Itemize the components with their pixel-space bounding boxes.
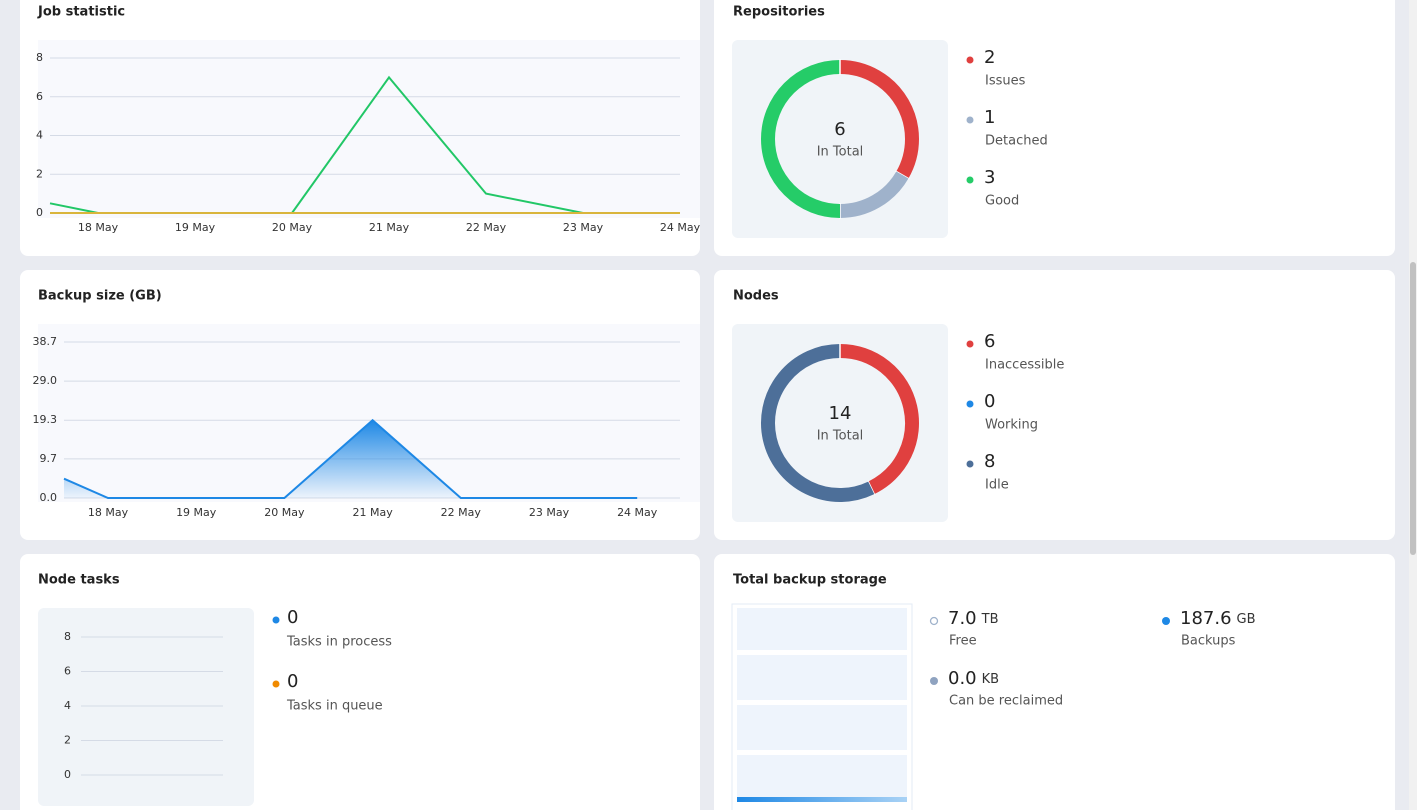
y-tick-label: 4	[36, 129, 43, 142]
panel-title: Total backup storage	[733, 573, 887, 588]
legend-marker	[966, 400, 974, 408]
donut-segment	[839, 171, 909, 218]
chart-box	[38, 608, 254, 806]
legend-marker	[1162, 617, 1170, 625]
x-tick-label: 24 May	[660, 221, 701, 234]
legend-label: Idle	[985, 478, 1009, 493]
legend-label: Free	[949, 634, 977, 649]
storage-used-bar	[737, 797, 907, 802]
y-tick-label: 4	[64, 699, 71, 712]
x-tick-label: 24 May	[617, 506, 658, 519]
storage-block	[737, 655, 907, 700]
storage-unit: GB	[1237, 612, 1256, 627]
y-tick-label: 29.0	[33, 374, 58, 387]
legend-marker	[272, 680, 280, 688]
storage-unit: TB	[981, 612, 999, 627]
donut-segment	[761, 60, 841, 218]
area	[64, 420, 638, 498]
x-tick-label: 21 May	[352, 506, 393, 519]
legend-label: Detached	[985, 134, 1048, 149]
x-tick-label: 21 May	[369, 221, 410, 234]
storage-unit: KB	[982, 672, 999, 687]
legend-marker	[966, 116, 974, 124]
panel-title: Backup size (GB)	[38, 289, 162, 304]
legend-value: 8	[984, 451, 995, 472]
x-tick-label: 23 May	[529, 506, 570, 519]
legend-value: 7.0 TB	[948, 608, 999, 629]
scrollbar-thumb[interactable]	[1410, 262, 1416, 555]
legend-value: 0	[984, 391, 995, 412]
y-tick-label: 8	[36, 51, 43, 64]
donut-segment	[839, 60, 919, 179]
legend-value: 2	[984, 47, 995, 68]
legend-value: 0	[287, 671, 298, 692]
x-tick-label: 19 May	[175, 221, 216, 234]
legend-marker	[966, 56, 974, 64]
storage-value: 187.6	[1180, 608, 1232, 629]
legend-label: Backups	[1181, 634, 1236, 649]
legend-label: Tasks in queue	[286, 699, 383, 714]
legend-value: 187.6 GB	[1180, 608, 1256, 629]
legend-value: 0	[287, 607, 298, 628]
legend-value: 0.0 KB	[948, 668, 999, 689]
y-tick-label: 0	[36, 206, 43, 219]
y-tick-label: 0.0	[40, 491, 58, 504]
storage-value: 0.0	[948, 668, 977, 689]
legend-value: 1	[984, 107, 995, 128]
storage-block	[737, 608, 907, 650]
x-tick-label: 22 May	[441, 506, 482, 519]
legend-marker	[966, 340, 974, 348]
legend-marker	[930, 677, 938, 685]
y-tick-label: 6	[36, 90, 43, 103]
x-tick-label: 20 May	[264, 506, 305, 519]
x-tick-label: 18 May	[78, 221, 119, 234]
y-tick-label: 2	[36, 167, 43, 180]
donut-total: 14	[829, 403, 852, 424]
donut-segment	[839, 344, 919, 495]
legend-label: Inaccessible	[985, 358, 1064, 373]
x-tick-label: 18 May	[88, 506, 129, 519]
x-tick-label: 23 May	[563, 221, 604, 234]
legend-marker	[929, 616, 939, 626]
y-tick-label: 6	[64, 665, 71, 678]
panel-title: Job statistic	[37, 5, 125, 20]
y-tick-label: 8	[64, 630, 71, 643]
donut-total-label: In Total	[817, 429, 864, 444]
legend-label: Tasks in process	[286, 635, 392, 650]
x-tick-label: 19 May	[176, 506, 217, 519]
panel-title: Repositories	[733, 5, 825, 20]
x-tick-label: 20 May	[272, 221, 313, 234]
panel-title: Nodes	[733, 289, 779, 304]
line	[63, 418, 638, 499]
legend-marker	[966, 460, 974, 468]
storage-block	[737, 755, 907, 797]
legend-label: Working	[985, 418, 1038, 433]
legend-value: 6	[984, 331, 995, 352]
donut-total-label: In Total	[817, 145, 864, 160]
legend-label: Issues	[985, 74, 1026, 89]
y-tick-label: 38.7	[33, 335, 58, 348]
storage-value: 7.0	[948, 608, 977, 629]
legend-label: Good	[985, 194, 1019, 209]
donut-segment	[761, 344, 875, 502]
y-tick-label: 19.3	[33, 413, 58, 426]
y-tick-label: 9.7	[40, 452, 58, 465]
legend-marker	[272, 616, 280, 624]
plot-area	[38, 40, 700, 218]
y-tick-label: 0	[64, 768, 71, 781]
legend-marker	[966, 176, 974, 184]
y-tick-label: 2	[64, 734, 71, 747]
legend-value: 3	[984, 167, 995, 188]
x-tick-label: 22 May	[466, 221, 507, 234]
panel-title: Node tasks	[38, 573, 120, 588]
legend-label: Can be reclaimed	[949, 694, 1063, 709]
donut-total: 6	[834, 119, 845, 140]
storage-block	[737, 705, 907, 750]
